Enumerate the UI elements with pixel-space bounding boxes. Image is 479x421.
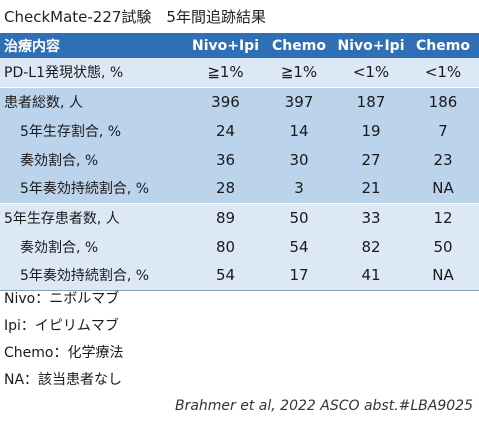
table-cell: 12 <box>407 202 479 232</box>
table-cell: 54 <box>289 237 309 256</box>
table-cell: 23 <box>433 150 453 169</box>
table-cell: <1% <box>352 63 390 82</box>
table-cell: 80 <box>215 237 236 256</box>
table-cell: 19 <box>361 121 381 140</box>
table-cell: 187 <box>335 86 407 116</box>
table-cell: 36 <box>215 150 236 169</box>
table-cell: NA <box>432 179 454 198</box>
row-label: 5年生存患者数, 人 <box>0 202 188 232</box>
table-cell: 89 <box>188 202 263 232</box>
table-cell: 14 <box>289 121 309 140</box>
table-cell: 41 <box>335 261 407 291</box>
table-cell: 396 <box>188 86 263 116</box>
table-cell: 21 <box>361 179 381 198</box>
row-label: 5年生存割合, % <box>20 123 122 140</box>
table-cell: 17 <box>263 261 335 291</box>
citation: Brahmer et al, 2022 ASCO abst.#LBA9025 <box>174 398 473 414</box>
table-cell: 33 <box>335 202 407 232</box>
note-nivo: Nivo：ニボルマブ <box>4 291 120 307</box>
table-cell: 27 <box>361 150 381 169</box>
row-label: 奏効割合, % <box>20 239 99 256</box>
table-cell: NA <box>407 261 479 291</box>
table-row: 患者総数, 人 396 397 187 186 <box>0 86 479 116</box>
header-chemo-pdl1-pos: Chemo <box>272 37 326 54</box>
note-ipi: Ipi：イピリムマブ <box>4 318 119 334</box>
table-cell: 24 <box>215 121 236 140</box>
table-cell: 50 <box>263 202 335 232</box>
results-table: 治療内容 Nivo+Ipi Chemo Nivo+Ipi Chemo PD-L1… <box>0 33 479 291</box>
table-cell: 7 <box>438 121 448 140</box>
table-row: 5年生存割合, % 24 14 19 7 <box>0 116 479 145</box>
table-row: PD-L1発現状態, % ≧1% ≧1% <1% <1% <box>0 58 479 87</box>
table-header-row: 治療内容 Nivo+Ipi Chemo Nivo+Ipi Chemo <box>0 33 479 58</box>
table-cell: ≧1% <box>207 63 244 82</box>
row-label: PD-L1発現状態, % <box>4 65 124 82</box>
table-cell: 50 <box>433 237 453 256</box>
header-treatment: 治療内容 <box>4 38 60 55</box>
table-row: 5年奏効持続割合, % 54 17 41 NA <box>0 261 479 291</box>
table-row: 5年生存患者数, 人 89 50 33 12 <box>0 202 479 232</box>
abbreviation-notes: Nivo：ニボルマブ Ipi：イピリムマブ Chemo：化学療法 NA：該当患者… <box>4 286 123 394</box>
table-cell: <1% <box>424 63 462 82</box>
table-cell: 28 <box>215 179 236 198</box>
row-label: 奏効割合, % <box>20 152 99 169</box>
table-cell: 3 <box>294 179 304 198</box>
note-chemo: Chemo：化学療法 <box>4 345 124 361</box>
page-title: CheckMate-227試験 5年間追跡結果 <box>4 8 266 26</box>
header-chemo-pdl1-neg: Chemo <box>416 37 470 54</box>
table-cell: 54 <box>188 261 263 291</box>
header-nivo-ipi-pdl1-neg: Nivo+Ipi <box>337 37 405 54</box>
table-cell: 82 <box>361 237 381 256</box>
table-cell: ≧1% <box>280 63 318 82</box>
row-label: 5年奏効持続割合, % <box>20 181 150 198</box>
table-cell: 30 <box>289 150 309 169</box>
table-row: 奏効割合, % 36 30 27 23 <box>0 145 479 174</box>
table-row: 5年奏効持続割合, % 28 3 21 NA <box>0 174 479 203</box>
header-nivo-ipi-pdl1-pos: Nivo+Ipi <box>191 37 260 54</box>
note-na: NA：該当患者なし <box>4 372 123 388</box>
table-cell: 186 <box>407 86 479 116</box>
table-row: 奏効割合, % 80 54 82 50 <box>0 232 479 261</box>
row-label: 5年奏効持続割合, % <box>0 261 188 291</box>
table-cell: 397 <box>263 86 335 116</box>
row-label: 患者総数, 人 <box>0 86 188 116</box>
